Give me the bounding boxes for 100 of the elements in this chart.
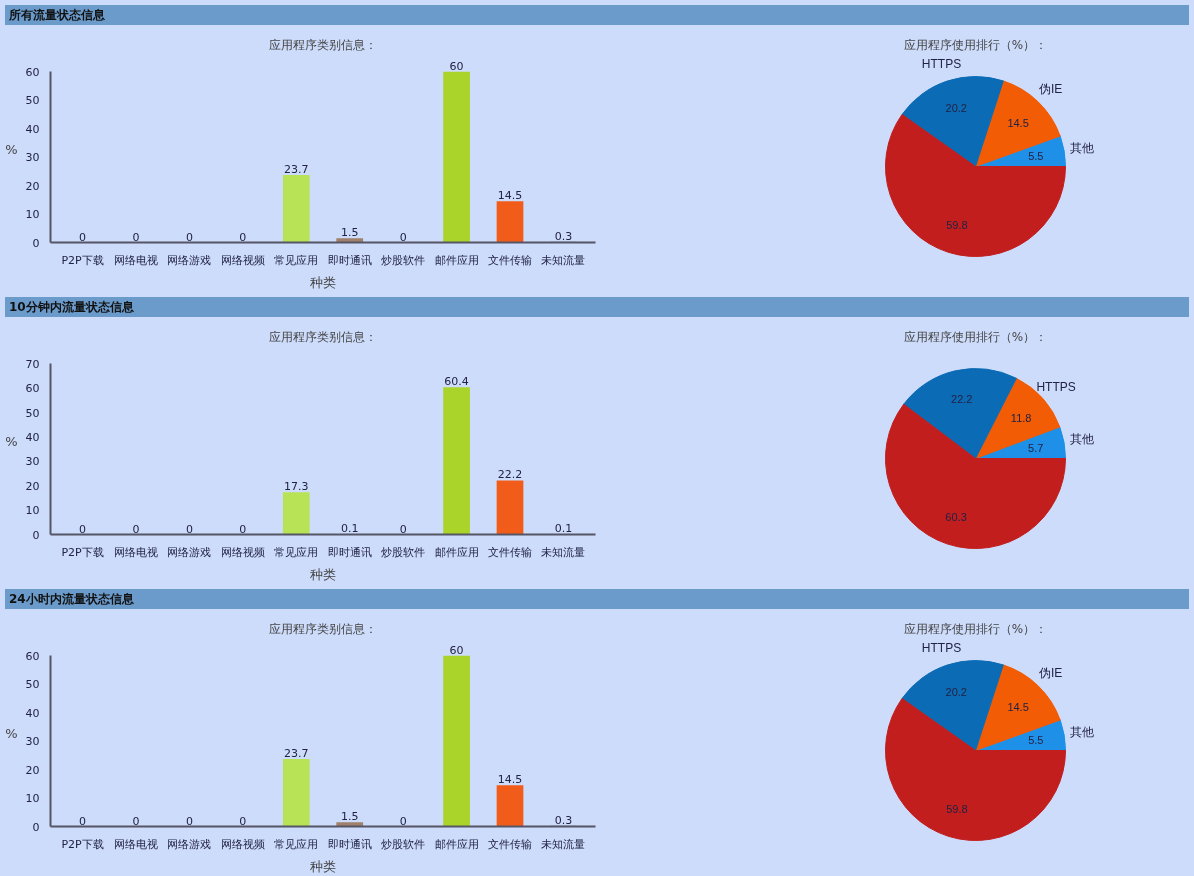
x-tick-label: 网络游戏 — [167, 253, 212, 267]
y-tick-label: 50 — [25, 678, 40, 692]
x-tick-label: 即时通讯 — [327, 253, 372, 267]
chart-title: 应用程序使用排行（%）： — [903, 37, 1048, 52]
y-tick-label: 40 — [25, 430, 40, 444]
data-label: 5.5 — [1028, 149, 1044, 162]
y-tick-label: 10 — [25, 208, 40, 222]
text: 24小时内流量状态信息 — [9, 591, 134, 608]
slice-label: HTTPS — [921, 641, 962, 655]
data-label: 0 — [239, 522, 247, 536]
x-tick-label: P2P下载 — [61, 253, 104, 267]
y-tick-label: 20 — [25, 179, 40, 193]
data-label: 0 — [79, 814, 87, 828]
x-tick-label: 即时通讯 — [327, 837, 372, 851]
x-tick-label: P2P下载 — [61, 545, 104, 559]
chart-title: 应用程序使用排行（%）： — [903, 621, 1048, 636]
data-label: 0 — [79, 522, 87, 536]
slice-label: 伪IE — [1038, 81, 1063, 96]
data-label: 1.5 — [340, 226, 359, 240]
chart-title: 应用程序类别信息： — [269, 37, 377, 52]
data-label: 60 — [449, 59, 464, 73]
slice-label: HTTPS — [921, 57, 962, 71]
chart-title: 应用程序使用排行（%）： — [903, 329, 1048, 344]
y-tick-label: 50 — [25, 406, 40, 420]
data-label: 0 — [399, 814, 407, 828]
data-label: 0 — [79, 230, 87, 244]
x-tick-label: 未知流量 — [541, 837, 586, 851]
slice-label: 伪IE — [1038, 665, 1063, 680]
x-axis-title: 种类 — [310, 274, 336, 290]
data-label: 22.2 — [951, 392, 973, 405]
x-tick-label: 炒股软件 — [381, 837, 426, 851]
data-label: 14.5 — [497, 773, 523, 787]
x-tick-label: 网络电视 — [113, 837, 158, 851]
data-label: 22.2 — [497, 468, 523, 482]
y-tick-label: 10 — [25, 792, 40, 806]
y-axis-title: % — [5, 142, 18, 157]
data-label: 11.8 — [1010, 411, 1032, 424]
data-label: 17.3 — [284, 480, 309, 494]
x-tick-label: 网络视频 — [220, 253, 265, 267]
text: 10分钟内流量状态信息 — [9, 299, 134, 316]
data-label: 5.7 — [1028, 441, 1044, 454]
x-tick-label: 未知流量 — [541, 545, 586, 559]
data-label: 0 — [239, 814, 247, 828]
y-tick-label: 30 — [25, 151, 40, 165]
y-tick-label: 50 — [25, 94, 40, 108]
data-label: 0 — [399, 230, 407, 244]
y-tick-label: 70 — [25, 357, 40, 371]
x-tick-label: 网络电视 — [113, 253, 158, 267]
data-label: 59.8 — [946, 802, 968, 815]
data-label: 0.3 — [554, 813, 573, 827]
y-tick-label: 0 — [32, 528, 40, 542]
x-tick-label: 常见应用 — [274, 253, 319, 267]
data-label: 0 — [185, 230, 193, 244]
data-label: 14.5 — [1007, 700, 1029, 713]
y-tick-label: 60 — [25, 65, 40, 79]
data-label: 14.5 — [497, 189, 523, 203]
y-tick-label: 0 — [32, 820, 40, 834]
slice-label: HTTPS — [1036, 379, 1076, 394]
data-label: 0 — [239, 230, 247, 244]
x-axis-title: 种类 — [310, 566, 336, 582]
data-label: 59.8 — [946, 218, 968, 231]
data-label: 0.1 — [340, 522, 359, 536]
data-label: 5.5 — [1028, 733, 1044, 746]
y-tick-label: 10 — [25, 504, 40, 518]
data-label: 0.3 — [554, 229, 573, 243]
x-tick-label: 邮件应用 — [434, 545, 479, 559]
x-tick-label: 文件传输 — [488, 837, 533, 851]
slice-label: 其他 — [1069, 724, 1094, 739]
x-tick-label: P2P下载 — [61, 837, 104, 851]
y-tick-label: 40 — [25, 122, 40, 136]
slice-label: 其他 — [1069, 140, 1094, 155]
y-tick-label: 60 — [25, 382, 40, 396]
data-label: 0 — [132, 814, 140, 828]
data-label: 0 — [132, 522, 140, 536]
slice-label: 其他 — [1069, 432, 1094, 447]
text: 所有流量状态信息 — [9, 7, 105, 24]
x-tick-label: 网络游戏 — [167, 837, 212, 851]
y-axis-title: % — [5, 434, 18, 449]
x-tick-label: 网络游戏 — [167, 545, 212, 559]
x-tick-label: 文件传输 — [488, 253, 533, 267]
data-label: 60 — [449, 643, 464, 657]
chart-title: 应用程序类别信息： — [269, 329, 377, 344]
y-axis-title: % — [5, 726, 18, 741]
data-label: 23.7 — [284, 163, 309, 177]
x-tick-label: 炒股软件 — [381, 253, 426, 267]
x-tick-label: 即时通讯 — [327, 545, 372, 559]
x-tick-label: 文件传输 — [488, 545, 533, 559]
y-tick-label: 30 — [25, 735, 40, 749]
data-label: 23.7 — [284, 747, 309, 761]
y-tick-label: 30 — [25, 455, 40, 469]
x-tick-label: 网络视频 — [220, 545, 265, 559]
x-tick-label: 邮件应用 — [434, 253, 479, 267]
x-tick-label: 网络电视 — [113, 545, 158, 559]
data-label: 0 — [399, 522, 407, 536]
data-label: 0 — [185, 814, 193, 828]
x-tick-label: 邮件应用 — [434, 837, 479, 851]
y-tick-label: 40 — [25, 706, 40, 720]
y-tick-label: 20 — [25, 763, 40, 777]
data-label: 1.5 — [340, 810, 359, 824]
y-tick-label: 20 — [25, 479, 40, 493]
